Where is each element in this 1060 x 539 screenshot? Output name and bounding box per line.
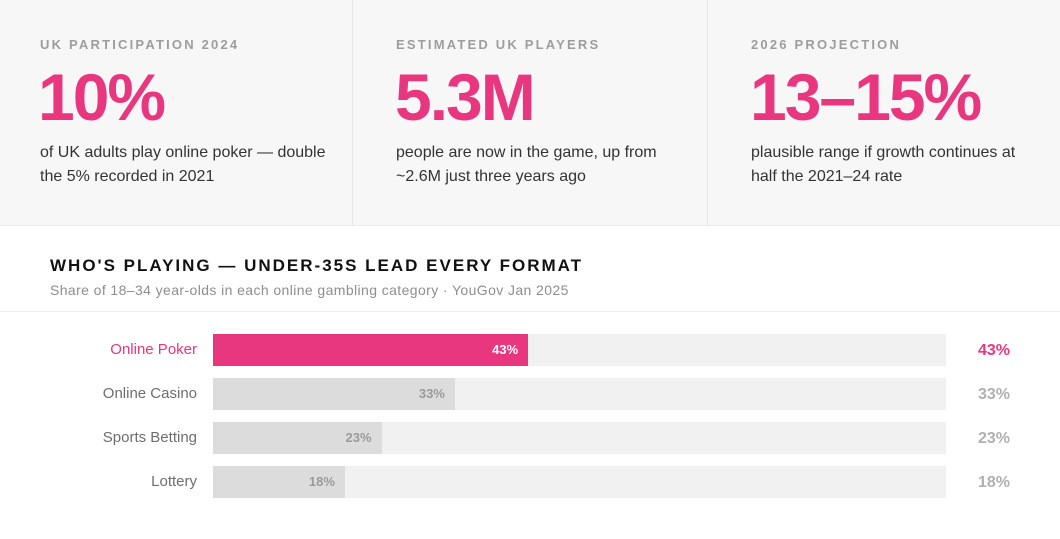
stat-value: 13–15% [750,60,982,134]
end-value-label-lottery: 18% [977,474,1010,491]
bar-sports-betting: 23% [213,422,382,454]
chart-title: WHO'S PLAYING — UNDER-35S LEAD EVERY FOR… [50,256,584,275]
stat-description: plausible range if growth continues at h… [751,144,1016,185]
stat-value: 10% [38,60,166,134]
category-label-lottery: Lottery [151,473,197,490]
bar-track-online-poker: 43% [213,334,946,366]
stat-description: of UK adults play online poker — double … [40,144,326,185]
category-label-online-casino: Online Casino [102,385,197,402]
bar-track-lottery: 18% [213,466,946,498]
stat-card-players: ESTIMATED UK PLAYERS 5.3M people are now… [352,0,707,226]
stat-card-participation: UK PARTICIPATION 2024 10% of UK adults p… [0,0,355,226]
bar-chart: Online Poker 43% 43% Online Casino 33% 33% Spo… [0,320,1060,520]
bar-online-casino: 33% [213,378,455,410]
stat-description: people are now in the game, up from ~2.6… [396,144,657,185]
category-label-online-poker: Online Poker [110,341,197,358]
stat-card-projection: 2026 PROJECTION 13–15% plausible range i… [707,0,1060,226]
stats-panel: UK PARTICIPATION 2024 10% of UK adults p… [0,0,1060,226]
bar-value-label: 33% [418,386,445,401]
bar-track-online-casino: 33% [213,378,946,410]
stat-label: 2026 PROJECTION [751,37,902,52]
bar-lottery: 18% [213,466,345,498]
bar-value-label: 23% [345,430,372,445]
end-value-label-online-poker: 43% [977,342,1010,359]
bar-value-label: 18% [308,474,335,489]
section-divider [0,311,1060,312]
end-value-label-sports-betting: 23% [977,430,1010,447]
stat-value: 5.3M [395,60,536,134]
chart-subtitle: Share of 18–34 year-olds in each online … [50,282,569,298]
bar-track-sports-betting: 23% [213,422,946,454]
bar-value-label: 43% [492,342,519,357]
stat-label: ESTIMATED UK PLAYERS [396,37,601,52]
end-value-label-online-casino: 33% [977,386,1010,403]
bar-online-poker: 43% [213,334,529,366]
stat-label: UK PARTICIPATION 2024 [40,37,240,52]
category-label-sports-betting: Sports Betting [102,429,197,446]
